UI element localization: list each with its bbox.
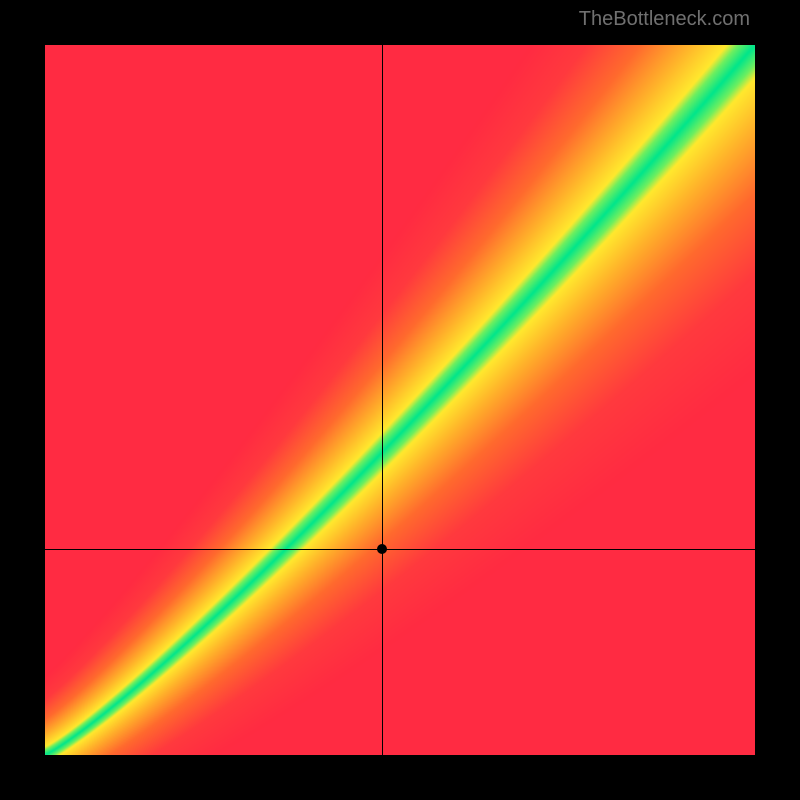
data-point-marker — [377, 544, 387, 554]
heatmap-canvas — [45, 45, 755, 755]
plot-area — [45, 45, 755, 755]
crosshair-vertical — [382, 45, 383, 755]
chart-container: TheBottleneck.com — [0, 0, 800, 800]
crosshair-horizontal — [45, 549, 755, 550]
watermark-text: TheBottleneck.com — [579, 8, 750, 31]
